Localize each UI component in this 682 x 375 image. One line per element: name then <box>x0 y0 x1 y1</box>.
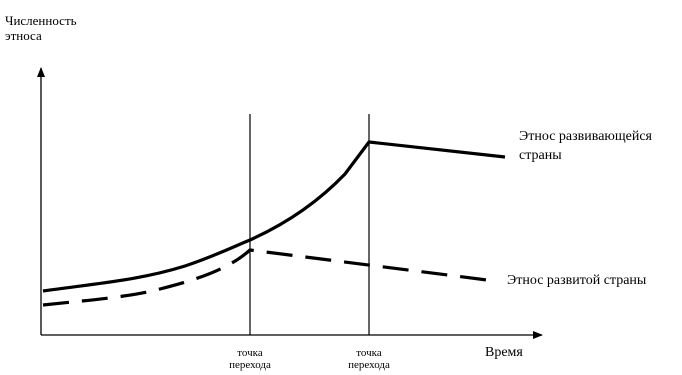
transition-point-label-1-line-1: точка <box>237 347 263 359</box>
transition-point-label-2: точка перехода <box>329 347 409 371</box>
y-axis-label: Численность этноса <box>5 13 77 43</box>
y-axis-label-line-1: Численность <box>5 13 77 28</box>
developed-country-legend: Этнос развитой страны <box>507 273 647 288</box>
developed-country-curve <box>42 248 496 307</box>
transition-point-label-1: точка перехода <box>210 347 290 371</box>
developing-country-legend: Этнос развивающейся страны <box>519 127 652 165</box>
transition-point-label-1-line-2: перехода <box>229 359 271 371</box>
developing-country-curve <box>42 140 506 293</box>
y-axis-label-line-2: этноса <box>5 28 42 43</box>
transition-point-label-2-line-1: точка <box>356 347 382 359</box>
developing-country-legend-line-1: Этнос развивающейся <box>519 129 652 144</box>
developing-country-legend-line-2: страны <box>519 148 562 163</box>
x-axis-label: Время <box>485 345 523 360</box>
transition-point-label-2-line-2: перехода <box>348 359 390 371</box>
